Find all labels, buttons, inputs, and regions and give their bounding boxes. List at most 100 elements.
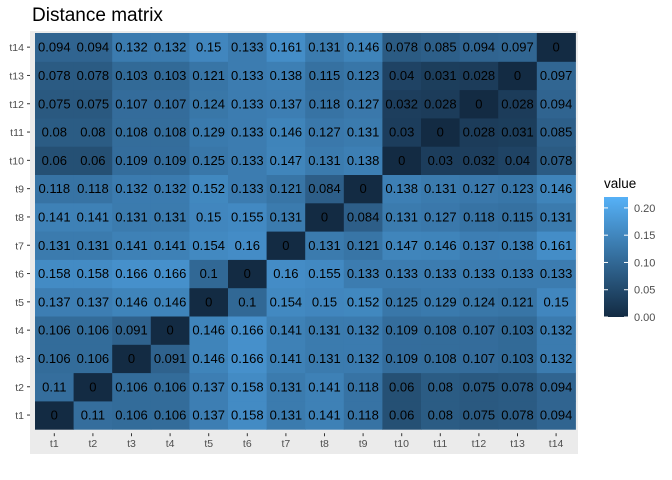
heatmap-cell-t14-t2	[73, 33, 113, 62]
y-tick-label: t1	[15, 410, 24, 422]
heatmap-cell-t13-t10	[382, 61, 422, 91]
heatmap-cell-t2-t7	[266, 372, 306, 402]
cell-value-label: 0.161	[270, 40, 303, 55]
heatmap-cell-t9-t3	[112, 174, 152, 204]
x-tick-label: t11	[433, 438, 447, 450]
heatmap-cell-t11-t12	[459, 117, 499, 147]
heatmap-cell-t7-t6	[228, 231, 268, 260]
cell-value-label: 0.137	[270, 96, 303, 111]
heatmap-cell-t2-t12	[459, 372, 499, 402]
cell-value-label: 0.137	[463, 238, 496, 253]
legend-title: value	[604, 176, 636, 191]
heatmap-cell-t10-t8	[305, 146, 345, 175]
heatmap-cell-t13-t3	[112, 61, 152, 91]
cell-value-label: 0.106	[77, 351, 110, 366]
heatmap-cell-t5-t14	[536, 287, 576, 317]
cell-value-label: 0.124	[463, 294, 496, 309]
heatmap-cell-t11-t9	[343, 117, 383, 147]
cell-value-label: 0.108	[424, 323, 457, 338]
heatmap-cell-t4-t13	[498, 316, 538, 345]
cell-value-label: 0.03	[428, 153, 453, 168]
heatmap-cell-t3-t14	[536, 344, 576, 374]
cell-value-label: 0.146	[540, 181, 573, 196]
cell-value-label: 0.078	[501, 408, 534, 423]
x-tick-label: t10	[394, 438, 409, 450]
y-tick-label: t11	[10, 127, 24, 139]
y-tick-label: t14	[9, 42, 24, 54]
cell-value-label: 0.094	[540, 96, 573, 111]
heatmap-cell-t7-t7	[266, 231, 306, 260]
heatmap-cell-t5-t4	[150, 287, 190, 317]
x-tick-label: t3	[127, 438, 136, 450]
heatmap-cell-t9-t14	[536, 174, 576, 204]
cell-value-label: 0.106	[154, 408, 187, 423]
heatmap-cell-t5-t12	[459, 287, 499, 317]
cell-value-label: 0.085	[540, 125, 573, 140]
cell-value-label: 0.15	[196, 40, 221, 55]
heatmap-cell-t11-t5	[189, 117, 229, 147]
cell-value-label: 0.146	[270, 125, 303, 140]
heatmap-cell-t7-t3	[112, 231, 152, 260]
heatmap-cell-t3-t13	[498, 344, 538, 374]
cell-value-label: 0.158	[77, 266, 110, 281]
cell-value-label: 0.084	[347, 209, 380, 224]
cell-value-label: 0.146	[192, 323, 225, 338]
heatmap-cell-t3-t10	[382, 344, 422, 374]
heatmap-cell-t6-t8	[305, 259, 345, 289]
cell-value-label: 0.123	[501, 181, 534, 196]
heatmap-cell-t11-t7	[266, 117, 306, 147]
cell-value-label: 0.118	[347, 408, 379, 423]
cell-value-label: 0	[437, 125, 444, 140]
heatmap-cell-t2-t1	[35, 372, 75, 402]
heatmap-cell-t2-t14	[536, 372, 576, 402]
heatmap-cell-t3-t2	[73, 344, 113, 374]
cell-value-label: 0	[552, 40, 559, 55]
heatmap-cell-t7-t8	[305, 231, 345, 260]
heatmap-cell-t14-t13	[498, 33, 538, 62]
y-tick-label: t6	[15, 269, 24, 281]
y-tick-label: t10	[9, 155, 24, 167]
heatmap-cell-t4-t7	[266, 316, 306, 345]
cell-value-label: 0.125	[192, 153, 225, 168]
cell-value-label: 0.133	[385, 266, 418, 281]
heatmap-cell-t12-t3	[112, 89, 152, 119]
heatmap-cell-t14-t14	[536, 33, 576, 62]
heatmap-cell-t8-t2	[73, 202, 113, 232]
cell-value-label: 0.131	[424, 181, 457, 196]
cell-value-label: 0.158	[38, 266, 71, 281]
cell-value-label: 0.132	[115, 40, 148, 55]
cell-value-label: 0.06	[80, 153, 105, 168]
cell-value-label: 0.146	[347, 40, 380, 55]
heatmap-cell-t1-t6	[228, 400, 268, 430]
heatmap-cell-t12-t11	[421, 89, 461, 119]
cell-value-label: 0.106	[115, 379, 148, 394]
heatmap-cell-labels: 0 0.11 0.106 0.106 0.137 0.158 0.131 0.141 0.118…	[38, 40, 572, 423]
heatmap-cell-t11-t2	[73, 117, 113, 147]
cell-value-label: 0.04	[389, 68, 414, 83]
heatmap-cell-t6-t10	[382, 259, 422, 289]
heatmap-cell-t7-t1	[35, 231, 75, 260]
heatmap-cell-t6-t7	[266, 259, 306, 289]
cell-value-label: 0.103	[501, 351, 534, 366]
cell-value-label: 0	[128, 351, 135, 366]
cell-value-label: 0.031	[424, 68, 457, 83]
x-tick-label: t7	[282, 438, 291, 450]
x-tick-label: t1	[50, 438, 59, 450]
heatmap-cell-t12-t9	[343, 89, 383, 119]
heatmap-cell-t1-t1	[35, 400, 75, 430]
heatmap-cell-t11-t10	[382, 117, 422, 147]
heatmap-cell-t7-t4	[150, 231, 190, 260]
heatmap-cell-t4-t4	[150, 316, 190, 345]
heatmap-cell-t13-t1	[35, 61, 75, 91]
heatmap-cell-t2-t10	[382, 372, 422, 402]
cell-value-label: 0.106	[38, 351, 71, 366]
cell-value-label: 0.131	[77, 238, 110, 253]
cell-value-label: 0.166	[231, 351, 264, 366]
heatmap-cell-t12-t10	[382, 89, 422, 119]
cell-value-label: 0.107	[463, 323, 496, 338]
y-tick-label: t5	[15, 297, 24, 309]
heatmap-cell-t9-t12	[459, 174, 499, 204]
heatmap-cell-t3-t5	[189, 344, 229, 374]
cell-value-label: 0.133	[463, 266, 496, 281]
cell-value-label: 0.138	[501, 238, 534, 253]
